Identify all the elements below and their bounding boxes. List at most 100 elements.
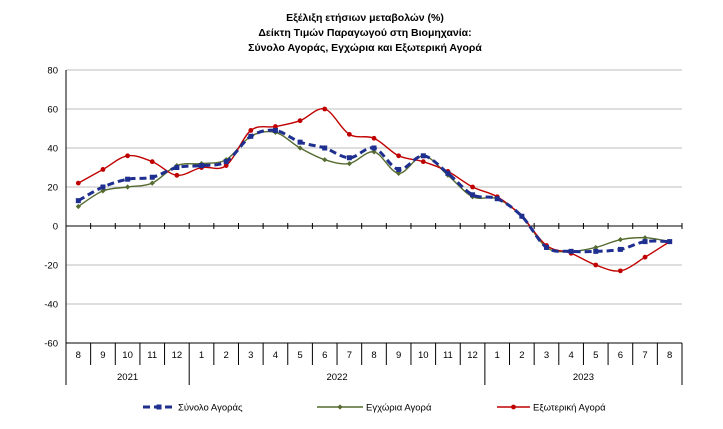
x-tick-label: 5 [593,350,598,361]
data-point [272,127,278,133]
y-tick-label: -40 [44,300,58,311]
chart-title-line-2: Δείκτη Τιμών Παραγωγού στη Βιομηχανία: [258,27,471,39]
data-point [125,184,131,190]
data-point [322,145,328,151]
data-point [174,172,180,178]
legend-label: Εγχώρια Αγορά [366,403,432,414]
data-point [346,131,352,137]
x-tick-label: 12 [172,350,183,361]
legend: Σύνολο Αγοράς Εγχώρια Αγορά Εξωτερική Αγορ… [143,403,606,414]
data-point [642,239,648,245]
data-point [199,163,205,169]
x-tick-label: 1 [495,350,500,361]
x-tick-label: 2 [519,350,524,361]
y-tick-label: -20 [44,261,58,272]
data-point [667,239,673,245]
series-2 [75,106,673,274]
data-point [396,166,402,172]
x-tick-label: 9 [100,350,105,361]
x-tick-label: 8 [667,350,672,361]
x-tick-label: 5 [297,350,302,361]
data-point [420,153,426,159]
x-tick-label: 12 [467,350,478,361]
legend-item: Σύνολο Αγοράς [143,403,243,414]
data-point [100,188,106,194]
data-point [371,149,377,155]
data-point [519,213,525,219]
year-label: 2023 [573,372,594,383]
data-point [149,159,155,165]
x-tick-label: 4 [568,350,573,361]
data-point [149,174,155,180]
data-point [223,163,229,168]
data-point [371,145,377,151]
legend-marker [337,404,343,410]
x-tick-label: 1 [199,350,204,361]
x-tick-label: 3 [248,350,253,361]
x-tick-label: 6 [618,350,623,361]
data-point [297,118,303,124]
x-tick-label: 2 [224,350,229,361]
x-tick-label: 4 [273,350,278,361]
data-point [248,128,254,133]
data-point [346,155,352,161]
data-point [543,244,549,250]
data-point [223,159,229,165]
x-tick-label: 11 [147,350,157,361]
legend-item: Εξωτερική Αγορά [497,403,606,414]
legend-item: Εγχώρια Αγορά [317,403,432,414]
data-point [125,153,130,159]
series-0 [75,127,673,254]
x-tick-label: 8 [76,350,81,361]
x-tick-label: 11 [443,350,453,361]
y-tick-label: -60 [44,339,58,350]
data-point [174,165,180,170]
data-point [297,139,303,145]
x-tick-label: 7 [347,350,352,361]
data-point [618,268,623,274]
y-tick-label: 0 [53,222,58,233]
year-label: 2021 [117,372,138,383]
data-point [75,180,81,186]
data-point [273,124,278,129]
x-tick-label: 8 [371,350,376,361]
data-point [100,167,106,172]
year-label: 2022 [326,372,347,383]
data-point [100,184,106,190]
chart-title: Εξέλιξη ετήσιων μεταβολών (%) Δείκτη Τιμ… [248,12,482,54]
x-tick-label: 3 [544,350,549,361]
data-point [420,159,426,165]
data-point [297,145,303,151]
series-line [77,108,671,272]
data-point [593,262,599,268]
data-point [470,184,475,190]
data-point [248,133,254,139]
data-point [593,248,599,254]
x-tick-label: 9 [396,350,401,361]
data-point [593,244,599,251]
data-point [494,196,500,202]
data-point [642,235,648,241]
data-point [322,106,328,112]
legend-marker [511,404,516,410]
data-point [396,153,402,159]
data-point [371,135,377,141]
legend-marker [156,404,162,410]
data-point [75,198,81,204]
y-tick-label: 20 [47,183,58,194]
data-point [445,170,451,176]
x-tick-label: 10 [122,350,133,361]
data-point [470,192,476,198]
x-tick-label: 7 [642,350,647,361]
legend-label: Σύνολο Αγοράς [178,403,243,414]
chart-title-line-1: Εξέλιξη ετήσιων μεταβολών (%) [286,12,444,24]
x-tick-label: 6 [322,350,327,361]
y-tick-label: 60 [47,105,58,116]
data-point [642,254,648,260]
y-tick-label: 40 [47,144,58,155]
data-point [75,203,81,210]
x-tick-label: 10 [418,350,429,361]
data-point [617,246,623,252]
